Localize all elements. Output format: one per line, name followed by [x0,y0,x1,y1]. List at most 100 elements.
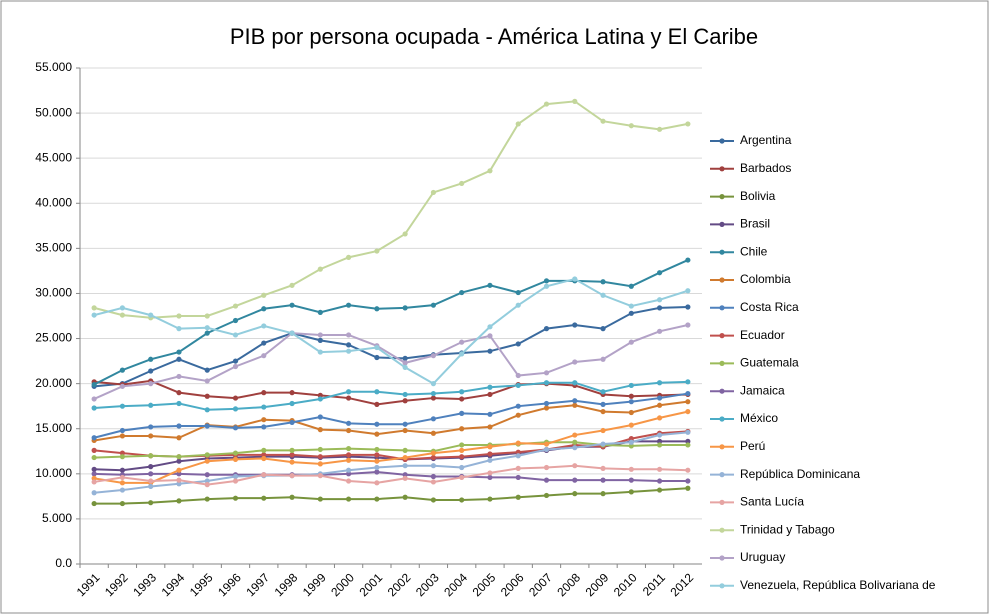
data-point [261,292,267,298]
data-point [402,494,408,500]
data-point [289,282,295,288]
data-point [430,473,437,480]
data-point [119,487,126,493]
data-point [91,490,97,496]
legend-marker [719,388,725,394]
data-point [176,454,182,460]
data-point [487,474,493,481]
data-point [656,432,663,438]
data-point [261,323,267,329]
data-point [204,393,210,399]
data-point [148,368,154,374]
y-tick-label: 40.000 [35,195,72,209]
data-point [204,330,210,336]
data-point [656,402,663,408]
data-point [600,326,606,332]
data-point [261,306,267,312]
data-point [487,444,493,450]
data-point [204,482,210,488]
data-point [402,472,408,478]
data-point [317,396,323,402]
data-point [119,305,126,311]
data-point [289,302,295,308]
data-point [176,467,182,473]
data-point [685,408,691,415]
data-point [543,283,550,289]
legend-label: México [740,411,778,425]
data-point [204,407,210,413]
data-point [345,467,352,473]
y-tick-label: 45.000 [35,150,72,164]
data-point [628,489,634,495]
data-point [317,461,323,467]
data-point [261,353,267,359]
data-point [91,405,97,411]
data-point [402,454,408,461]
data-point [289,447,295,453]
data-point [402,447,408,453]
data-point [430,381,437,387]
data-point [232,395,239,401]
legend-marker [719,166,725,172]
data-point [148,433,154,439]
data-point [459,289,465,296]
data-point [119,500,126,507]
data-point [656,380,663,386]
data-point [628,310,634,316]
data-point [345,452,352,458]
data-point [374,496,380,502]
data-point [515,382,521,389]
y-tick-label: 35.000 [35,241,72,255]
y-tick-label: 55.000 [35,60,72,74]
legend-marker [719,555,725,561]
data-point [572,359,578,365]
data-point [628,399,634,405]
y-tick-label: 50.000 [35,105,72,119]
data-point [600,279,606,285]
data-point [374,421,380,427]
data-point [628,382,634,389]
data-point [374,446,380,453]
data-point [515,289,521,296]
data-point [543,278,550,284]
data-point [459,180,465,187]
data-point [430,353,437,359]
data-point [317,446,323,453]
legend-label: Ecuador [740,328,785,342]
data-point [628,436,634,442]
data-point [430,454,437,461]
legend-label: Costa Rica [740,300,799,314]
data-point [656,297,663,303]
data-point [91,312,97,318]
data-point [572,402,578,408]
data-point [600,427,606,434]
series-line [93,464,688,486]
data-point [685,304,691,310]
data-point [487,324,493,330]
legend-label: República Dominicana [740,467,860,481]
data-point [515,453,521,459]
data-point [543,492,550,499]
data-point [176,390,182,396]
data-point [176,477,182,483]
data-point [430,463,437,469]
data-point [487,411,493,417]
data-point [148,500,154,506]
data-point [685,399,691,405]
data-point [317,392,323,398]
data-point [148,356,154,362]
data-point [374,401,380,407]
data-point [459,497,465,503]
series-line [93,392,689,439]
legend-label: Santa Lucía [740,495,804,509]
data-point [487,333,493,339]
data-point [515,474,521,481]
data-point [374,248,380,254]
legend-marker [719,333,725,339]
legend-label: Bolivia [740,189,776,203]
data-point [374,469,380,475]
data-point [261,495,267,501]
data-point [600,465,606,472]
legend-marker [719,194,725,200]
